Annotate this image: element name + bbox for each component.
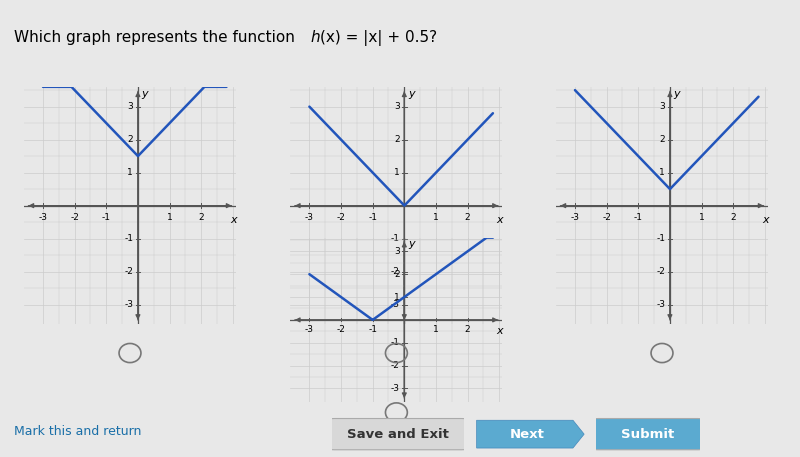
Text: 1: 1 [394, 292, 399, 302]
Polygon shape [477, 420, 584, 448]
Text: -1: -1 [124, 234, 133, 243]
Text: -2: -2 [337, 325, 346, 334]
Text: y: y [674, 90, 680, 100]
Text: -2: -2 [70, 213, 79, 222]
Text: -2: -2 [124, 267, 133, 276]
Text: -1: -1 [368, 213, 377, 222]
Text: Next: Next [510, 428, 545, 441]
Text: 2: 2 [127, 135, 133, 144]
Text: -3: -3 [390, 384, 399, 393]
Text: 1: 1 [127, 168, 133, 177]
Text: -3: -3 [656, 300, 665, 309]
Text: Submit: Submit [622, 428, 674, 441]
Text: 2: 2 [730, 213, 736, 222]
Text: -1: -1 [102, 213, 110, 222]
Text: -2: -2 [602, 213, 611, 222]
Text: -3: -3 [305, 325, 314, 334]
Text: -1: -1 [390, 338, 399, 347]
Text: Mark this and return: Mark this and return [14, 425, 142, 438]
Text: -3: -3 [570, 213, 579, 222]
Text: -2: -2 [337, 213, 346, 222]
Text: Save and Exit: Save and Exit [347, 428, 449, 441]
Text: 3: 3 [394, 102, 399, 111]
Text: -1: -1 [390, 234, 399, 243]
Text: x: x [230, 215, 237, 225]
Text: -2: -2 [390, 267, 399, 276]
Text: 1: 1 [433, 213, 439, 222]
Text: -3: -3 [38, 213, 47, 222]
FancyBboxPatch shape [593, 419, 703, 450]
Text: 3: 3 [127, 102, 133, 111]
Text: h: h [310, 30, 320, 45]
Text: -2: -2 [656, 267, 665, 276]
Text: -1: -1 [634, 213, 642, 222]
Text: (x) = |x| + 0.5?: (x) = |x| + 0.5? [320, 30, 437, 46]
Text: 1: 1 [394, 168, 399, 177]
Text: y: y [142, 90, 148, 100]
Text: 3: 3 [659, 102, 665, 111]
Text: -1: -1 [368, 325, 377, 334]
Text: x: x [497, 215, 503, 225]
Text: 2: 2 [198, 213, 204, 222]
Text: 1: 1 [433, 325, 439, 334]
Text: -2: -2 [390, 361, 399, 370]
Text: y: y [408, 239, 414, 250]
Text: 1: 1 [166, 213, 173, 222]
Text: 2: 2 [394, 135, 399, 144]
Text: 1: 1 [659, 168, 665, 177]
Text: -3: -3 [305, 213, 314, 222]
Text: 2: 2 [659, 135, 665, 144]
Text: Which graph represents the function: Which graph represents the function [14, 30, 300, 45]
Text: -3: -3 [390, 300, 399, 309]
Text: 3: 3 [394, 247, 399, 256]
Text: 2: 2 [465, 213, 470, 222]
Text: -1: -1 [656, 234, 665, 243]
Text: 1: 1 [698, 213, 705, 222]
Text: x: x [497, 326, 503, 336]
FancyBboxPatch shape [328, 419, 468, 450]
Text: y: y [408, 90, 414, 100]
Text: x: x [762, 215, 769, 225]
Text: -3: -3 [124, 300, 133, 309]
Text: 2: 2 [394, 270, 399, 279]
Text: 2: 2 [465, 325, 470, 334]
